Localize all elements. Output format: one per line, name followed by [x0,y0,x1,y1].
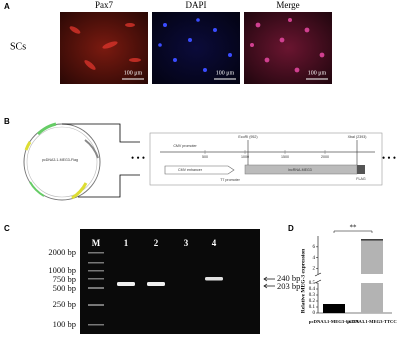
lane-label: 4 [212,238,217,248]
ellipsis: • • • [131,153,145,163]
y-tick-label: 2 [313,267,316,272]
lane-label: 3 [184,238,189,248]
plasmid-name: pcDNA3.1-MEG3-Flag [42,158,78,162]
arrows [263,276,275,289]
x-tick-label: pcDNA3.1-MEG3-TTCC [347,319,396,324]
panel-label: A [4,2,10,11]
ladder-label: 500 bp [53,283,76,293]
significance-bracket [333,230,373,233]
site-label: XbaI (2393) [348,135,367,139]
y-tick-label: 0.5 [309,281,316,286]
ladder-label: 750 bp [53,274,76,284]
panel-label: C [4,224,10,233]
y-axis-title: Relative MEG-3 expression [300,249,306,313]
row-label: SCs [10,41,26,52]
ruler-label: 2000 [321,155,329,159]
lane-label: 1 [124,238,129,248]
significance: ** [350,224,358,232]
panel-label: D [288,224,294,233]
y-tick-label: 4 [313,256,316,261]
ladder-label: 100 bp [53,319,76,329]
y-tick-label: 0.4 [309,287,316,292]
site-label: EcoRI (952) [238,135,257,139]
bar [361,283,383,313]
ladder-label: 1000 bp [48,265,76,275]
channel-label: Pax7 [95,0,114,10]
plasmid-map [23,122,383,201]
ruler-label: 1000 [241,155,249,159]
bar [323,304,345,313]
scale-bar-label: 100 μm [216,70,235,76]
feature-label: CMV enhancer [178,168,203,172]
y-tick-label: 0 [313,311,316,316]
lane-label: 2 [154,238,159,248]
feature-label: CMV promoter [173,144,197,148]
channel-label: DAPI [185,0,206,10]
panel-label: B [4,117,10,126]
bar [361,239,383,274]
ladder-label: 2000 bp [48,247,76,257]
gel-bands [88,252,223,326]
product-label: 240 bp [277,273,300,283]
feature-label: FLAG [356,177,366,181]
ruler-label: 500 [202,155,208,159]
y-tick-label: 0.1 [309,305,316,310]
channel-label: Merge [276,0,299,10]
scale-bar-label: 100 μm [308,70,327,76]
y-tick-label: 0.3 [309,293,316,298]
ruler-label: 1500 [281,155,289,159]
micrographs [60,12,332,84]
product-label: 203 bp [277,281,300,291]
feature-label: lncRNA-MEG3 [288,168,312,172]
ladder-label: 250 bp [53,299,76,309]
scale-bar-label: 100 μm [124,70,143,76]
y-tick-label: 0.2 [309,299,316,304]
y-tick-label: 6 [313,245,316,250]
gel [80,229,260,334]
feature-label: T7 promoter [220,178,240,182]
ellipsis: • • • [382,153,396,163]
x-tick-label: pcDNA3.1-MEG3-CCCA [309,319,360,324]
lane-label: M [92,238,101,248]
